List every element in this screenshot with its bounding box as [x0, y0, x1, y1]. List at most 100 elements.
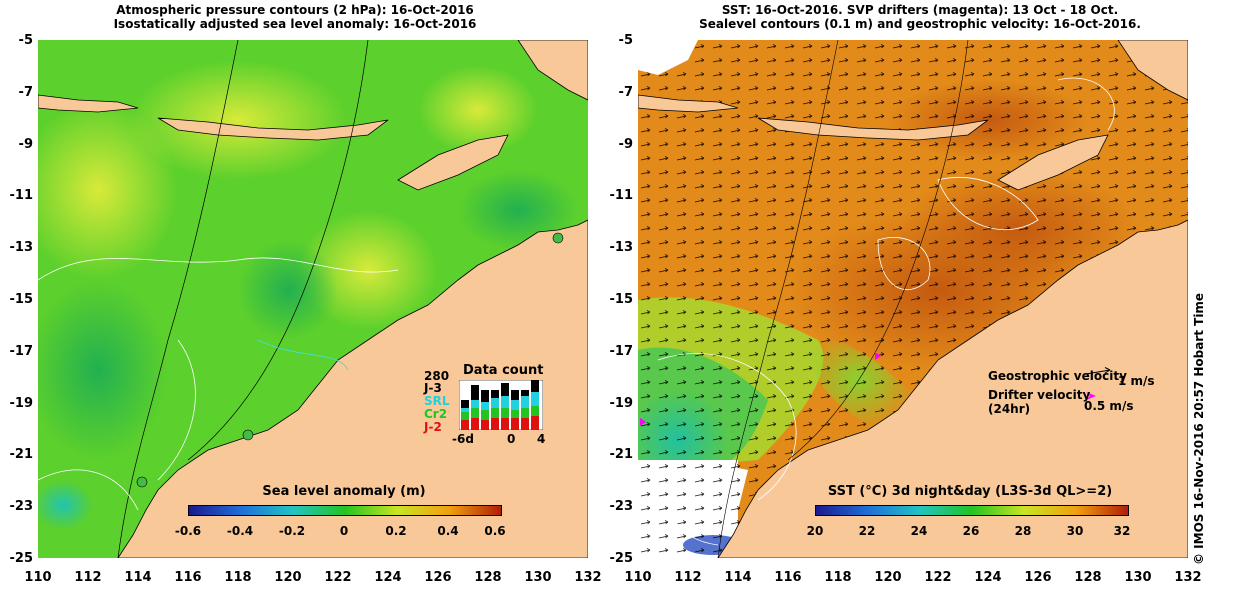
colorbar-tick-label: -0.4: [226, 524, 254, 538]
mission-label-cr2: Cr2: [424, 407, 448, 421]
data-count-axis-label: 4: [537, 432, 546, 446]
mission-label-srl: SRL: [424, 394, 450, 408]
sla-tide-gauge-marker: [552, 232, 564, 244]
sla-tide-gauge-marker: [136, 476, 148, 488]
data-count-bar: [461, 400, 469, 430]
sst-sealevel-contour: [877, 237, 931, 290]
sla-colorbar-title: Sea level anomaly (m): [262, 484, 426, 499]
lat-tick-label: -9: [18, 137, 33, 152]
drifter-velocity-scale-arrow: [1086, 392, 1096, 400]
data-count-bar: [521, 390, 529, 430]
lon-tick-label: 112: [74, 570, 102, 585]
lat-tick-label: -13: [9, 240, 34, 255]
lon-tick-label: 124: [374, 570, 402, 585]
colorbar-tick-label: 32: [1113, 524, 1131, 538]
lon-tick-label: 118: [824, 570, 852, 585]
sst-colorbar-title: SST (°C) 3d night&day (L3S-3d QL>=2): [827, 484, 1113, 499]
sla-contour-line: [38, 257, 399, 281]
lon-tick-label: 126: [1024, 570, 1052, 585]
data-count-bar: [511, 390, 519, 430]
colorbar-tick-label: 22: [858, 524, 876, 538]
lon-tick-label: 124: [974, 570, 1002, 585]
data-count-max: 280: [424, 369, 450, 383]
geostrophic-velocity-scale-arrow: [1085, 369, 1111, 375]
lat-tick-label: -15: [9, 292, 34, 307]
sst-cloud-mask: [638, 40, 698, 75]
geostrophic-velocity-unit: 1 m/s: [1118, 374, 1155, 388]
lat-tick-label: -23: [609, 499, 634, 514]
lat-tick-label: -9: [618, 137, 633, 152]
lon-tick-label: 122: [324, 570, 352, 585]
sla-new-guinea-coast: [517, 40, 588, 101]
sla-lesser-sunda-islands: [157, 117, 389, 141]
colorbar-tick-label: 0: [339, 524, 349, 538]
colorbar-tick-label: 20: [806, 524, 824, 538]
sst-pressure-contour: [787, 40, 969, 461]
lon-tick-label: 126: [424, 570, 452, 585]
sst-sealevel-contour: [669, 479, 719, 546]
colorbar-tick-label: -0.6: [174, 524, 202, 538]
mission-label-j2: J-2: [424, 420, 442, 434]
lat-tick-label: -17: [9, 344, 34, 359]
sst-java-island: [638, 94, 739, 113]
sla-australia-landmass: [117, 219, 588, 558]
lat-tick-label: -7: [18, 85, 33, 100]
lon-tick-label: 120: [874, 570, 902, 585]
lat-tick-label: -21: [609, 447, 634, 462]
right-title-line2: Sealevel contours (0.1 m) and geostrophi…: [699, 17, 1141, 31]
colorbar-tick-label: 0.2: [385, 524, 407, 538]
data-count-bar: [481, 390, 489, 430]
data-count-title: Data count: [463, 363, 544, 378]
left-map-title: Atmospheric pressure contours (2 hPa): 1…: [80, 3, 510, 31]
colorbar-tick-label: 26: [962, 524, 980, 538]
lat-tick-label: -11: [609, 188, 634, 203]
left-title-line2: Isostatically adjusted sea level anomaly…: [113, 17, 477, 31]
lon-tick-label: 122: [924, 570, 952, 585]
lat-tick-label: -5: [618, 33, 633, 48]
data-count-bar: [471, 385, 479, 430]
lat-tick-label: -7: [618, 85, 633, 100]
lon-tick-label: 130: [524, 570, 552, 585]
lon-tick-label: 114: [124, 570, 152, 585]
sst-sealevel-contour: [1057, 77, 1115, 131]
sla-tide-gauge-marker: [242, 429, 254, 441]
lat-tick-label: -23: [9, 499, 34, 514]
colorbar-tick-label: -0.2: [278, 524, 306, 538]
colorbar-tick-label: 0.6: [484, 524, 506, 538]
lon-tick-label: 132: [1174, 570, 1202, 585]
drifter-velocity-label: Drifter velocity: [988, 388, 1091, 402]
data-count-axis-label: 0: [507, 432, 516, 446]
lat-tick-label: -15: [609, 292, 634, 307]
sla-contour-line: [38, 469, 139, 511]
lon-tick-label: 116: [174, 570, 202, 585]
sst-sealevel-contour: [937, 177, 1039, 231]
sla-java-island: [38, 94, 139, 113]
sst-map: [638, 40, 1188, 558]
sst-lesser-sunda-islands: [757, 117, 989, 141]
drifter-velocity-period: (24hr): [988, 402, 1031, 416]
lon-tick-label: 132: [574, 570, 602, 585]
lon-tick-label: 120: [274, 570, 302, 585]
lon-tick-label: 110: [24, 570, 52, 585]
lat-tick-label: -11: [9, 188, 34, 203]
sea-level-anomaly-map: [38, 40, 588, 558]
sla-pressure-contour: [117, 40, 239, 558]
sla-pressure-contour: [187, 40, 369, 461]
drifter-velocity-unit: 0.5 m/s: [1084, 399, 1134, 413]
colorbar-tick-label: 0.4: [437, 524, 459, 538]
mission-label-j3: J-3: [424, 381, 442, 395]
lat-tick-label: -13: [609, 240, 634, 255]
data-count-bars: [459, 380, 543, 430]
colorbar-tick-label: 28: [1014, 524, 1032, 538]
geostrophic-velocity-label: Geostrophic velocity: [988, 369, 1127, 383]
lon-tick-label: 114: [724, 570, 752, 585]
sst-pressure-contour: [717, 40, 839, 558]
lon-tick-label: 130: [1124, 570, 1152, 585]
lon-tick-label: 118: [224, 570, 252, 585]
data-count-axis-label: -6d: [452, 432, 474, 446]
data-count-bar: [501, 383, 509, 430]
svp-drifter-marker: [875, 352, 881, 360]
right-map-title: SST: 16-Oct-2016. SVP drifters (magenta)…: [640, 3, 1200, 31]
lat-tick-label: -17: [609, 344, 634, 359]
colorbar-tick-label: 30: [1066, 524, 1084, 538]
